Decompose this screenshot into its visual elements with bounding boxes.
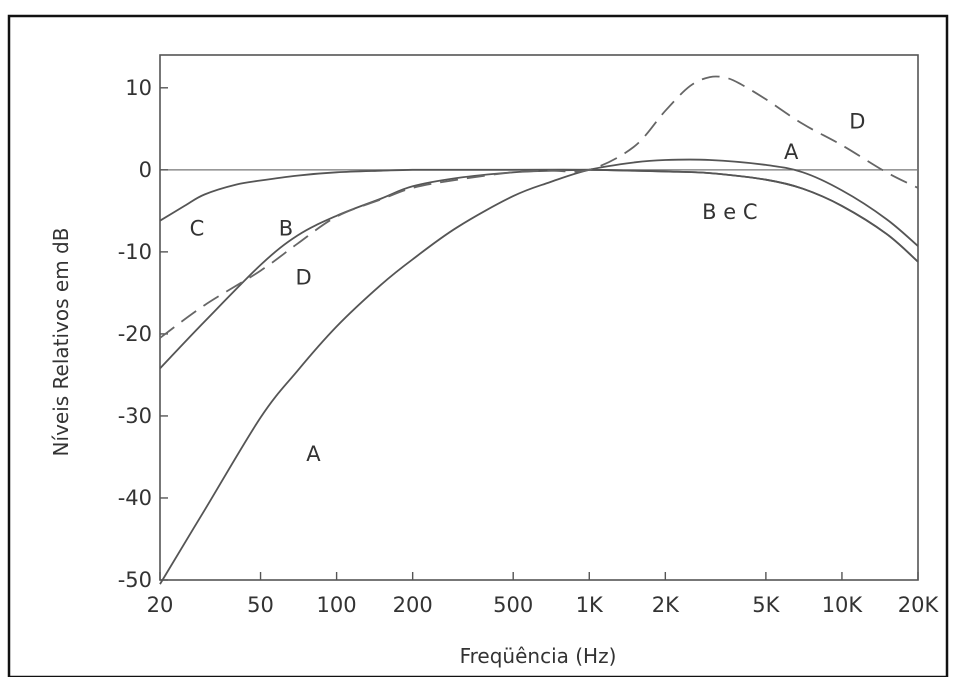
- x-tick-label: 1K: [576, 593, 604, 617]
- y-tick-label: -40: [118, 486, 152, 510]
- x-tick-label: 100: [317, 593, 357, 617]
- x-tick-label: 500: [493, 593, 533, 617]
- x-tick-label: 50: [247, 593, 274, 617]
- y-tick-label: 0: [139, 158, 152, 182]
- curve-label: A: [306, 442, 321, 466]
- y-tick-label: -30: [118, 404, 152, 428]
- y-tick-label: -50: [118, 568, 152, 592]
- curve-label: B: [279, 216, 293, 240]
- curve-b: [159, 168, 919, 370]
- curve-label: C: [190, 216, 205, 240]
- x-tick-label: 2K: [652, 593, 680, 617]
- curve-a: [159, 158, 919, 585]
- x-tick-label: 200: [393, 593, 433, 617]
- y-axis-label: Níveis Relativos em dB: [49, 228, 73, 457]
- y-tick-label: -20: [118, 322, 152, 346]
- plot-border: [159, 54, 919, 581]
- curve-d: [159, 75, 919, 339]
- x-tick-label: 10K: [822, 593, 864, 617]
- curve-label: D: [849, 110, 865, 134]
- curve-label: A: [784, 140, 799, 164]
- x-tick-label: 20: [147, 593, 174, 617]
- curve-c: [159, 168, 919, 263]
- curve-label: B e C: [702, 200, 757, 224]
- x-tick-label: 5K: [752, 593, 780, 617]
- x-tick-label: 20K: [898, 593, 940, 617]
- curve-label: D: [295, 265, 311, 289]
- figure-frame: [7, 14, 949, 677]
- x-axis-label: Freqüência (Hz): [460, 644, 617, 668]
- y-tick-label: -10: [118, 240, 152, 264]
- y-tick-label: 10: [125, 76, 152, 100]
